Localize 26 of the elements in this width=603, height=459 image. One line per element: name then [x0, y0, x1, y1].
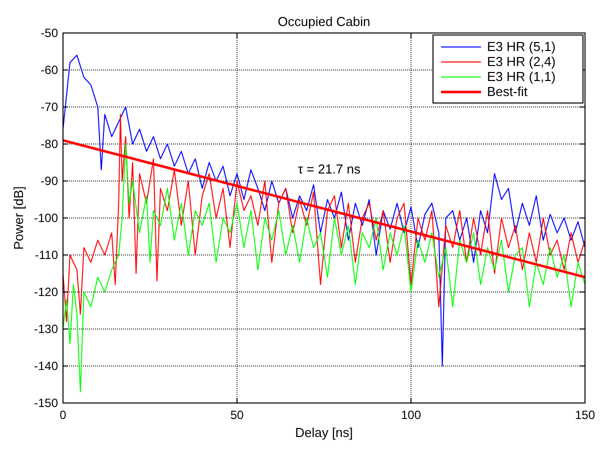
y-tick-label: -130 — [34, 322, 58, 336]
y-tick-label: -50 — [40, 26, 58, 40]
y-tick-label: -120 — [34, 285, 58, 299]
line-series — [63, 144, 585, 392]
legend-label: E3 HR (1,1) — [487, 69, 556, 84]
y-tick-label: -100 — [34, 211, 58, 225]
y-tick-label: -60 — [40, 63, 58, 77]
legend-label: E3 HR (5,1) — [487, 39, 556, 54]
legend-label: Best-fit — [487, 84, 528, 99]
chart-title: Occupied Cabin — [278, 14, 370, 29]
y-axis-title: Power [dB] — [11, 186, 26, 250]
y-tick-label: -80 — [40, 137, 58, 151]
x-axis-title: Delay [ns] — [295, 425, 353, 440]
y-tick-label: -150 — [34, 396, 58, 410]
legend-label: E3 HR (2,4) — [487, 54, 556, 69]
annotation: τ = 21.7 ns — [298, 162, 362, 177]
y-tick-label: -140 — [34, 359, 58, 373]
line-series — [63, 114, 585, 322]
y-tick-label: -110 — [34, 248, 58, 262]
x-tick-label: 150 — [574, 408, 596, 422]
line-series — [63, 54, 585, 366]
x-tick-label: 0 — [60, 408, 67, 422]
y-tick-label: -70 — [40, 100, 58, 114]
x-tick-label: 50 — [230, 408, 244, 422]
y-tick-label: -90 — [40, 174, 58, 188]
x-tick-label: 100 — [400, 408, 422, 422]
